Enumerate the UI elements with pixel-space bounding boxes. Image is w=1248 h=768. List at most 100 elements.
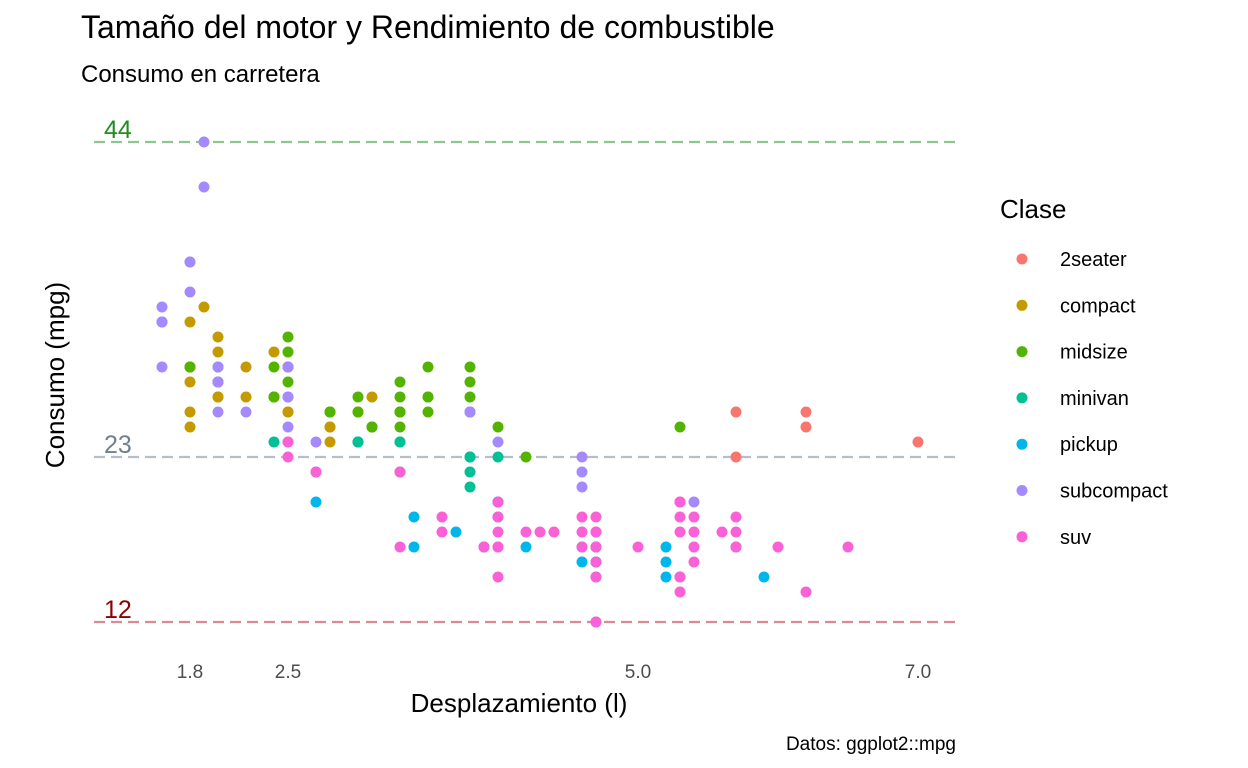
data-point	[408, 541, 420, 553]
data-point	[576, 511, 588, 523]
data-point	[674, 571, 686, 583]
legend-label: 2seater	[1060, 249, 1127, 271]
data-point	[324, 421, 336, 433]
data-point	[184, 286, 196, 298]
data-point	[520, 541, 532, 553]
data-point	[282, 406, 294, 418]
x-tick-label: 5.0	[625, 662, 651, 683]
data-point	[212, 391, 224, 403]
chart-caption: Datos: ggplot2::mpg	[786, 734, 956, 755]
data-point	[464, 376, 476, 388]
x-tick-label: 2.5	[275, 662, 301, 683]
data-point	[548, 526, 560, 538]
data-point	[576, 556, 588, 568]
data-point	[394, 466, 406, 478]
data-point	[464, 391, 476, 403]
data-point	[240, 406, 252, 418]
data-point	[394, 421, 406, 433]
data-point	[772, 541, 784, 553]
data-point	[660, 541, 672, 553]
data-point	[198, 136, 210, 148]
data-point	[464, 481, 476, 493]
data-point	[394, 391, 406, 403]
data-point	[520, 451, 532, 463]
data-point	[352, 436, 364, 448]
legend-title: Clase	[1000, 194, 1066, 224]
data-point	[688, 556, 700, 568]
data-point	[590, 526, 602, 538]
data-point	[394, 436, 406, 448]
data-point	[464, 406, 476, 418]
data-point	[492, 451, 504, 463]
data-point	[730, 526, 742, 538]
data-point	[576, 466, 588, 478]
data-point	[492, 571, 504, 583]
data-point	[800, 586, 812, 598]
data-point	[268, 436, 280, 448]
data-point	[268, 391, 280, 403]
data-point	[492, 511, 504, 523]
legend-key	[1016, 392, 1028, 404]
x-axis-ticks: 1.8 2.5 5.0 7.0	[177, 662, 931, 683]
data-point	[198, 181, 210, 193]
legend-label: pickup	[1060, 434, 1118, 456]
data-point	[576, 451, 588, 463]
data-point	[282, 436, 294, 448]
data-point	[688, 511, 700, 523]
data-point	[590, 556, 602, 568]
data-point	[268, 346, 280, 358]
data-point	[730, 451, 742, 463]
data-point	[688, 496, 700, 508]
data-point	[282, 361, 294, 373]
data-point	[450, 526, 462, 538]
data-point	[310, 466, 322, 478]
legend-label: midsize	[1060, 342, 1128, 364]
data-point	[912, 436, 924, 448]
data-point	[492, 541, 504, 553]
data-point	[310, 496, 322, 508]
data-point	[352, 391, 364, 403]
data-point	[436, 511, 448, 523]
data-point	[674, 496, 686, 508]
y-axis-label: Consumo (mpg)	[40, 282, 70, 468]
data-point	[716, 526, 728, 538]
data-point	[212, 361, 224, 373]
data-point	[240, 361, 252, 373]
data-point	[366, 421, 378, 433]
legend-label: minivan	[1060, 388, 1129, 410]
reference-line-label: 44	[104, 116, 132, 144]
data-point	[492, 496, 504, 508]
data-point	[156, 301, 168, 313]
data-point	[674, 586, 686, 598]
data-point	[394, 541, 406, 553]
legend-key	[1016, 299, 1028, 311]
data-point	[310, 436, 322, 448]
data-point	[674, 526, 686, 538]
data-point	[436, 526, 448, 538]
data-point	[842, 541, 854, 553]
data-point	[730, 511, 742, 523]
legend-key	[1016, 253, 1028, 265]
legend-label: subcompact	[1060, 481, 1168, 503]
data-point	[464, 451, 476, 463]
data-point	[730, 406, 742, 418]
data-point	[324, 406, 336, 418]
data-point	[212, 406, 224, 418]
x-tick-label: 7.0	[905, 662, 931, 683]
data-point	[184, 376, 196, 388]
data-point	[282, 376, 294, 388]
reference-line-label: 23	[104, 431, 132, 459]
data-point	[464, 466, 476, 478]
data-point	[590, 511, 602, 523]
data-point	[240, 391, 252, 403]
legend-key	[1016, 485, 1028, 496]
data-point	[688, 526, 700, 538]
data-point	[184, 316, 196, 328]
data-point	[492, 421, 504, 433]
data-point	[212, 376, 224, 388]
legend-key	[1016, 531, 1028, 543]
legend-key	[1016, 346, 1028, 358]
data-point	[212, 346, 224, 358]
chart-subtitle: Consumo en carretera	[81, 61, 320, 88]
